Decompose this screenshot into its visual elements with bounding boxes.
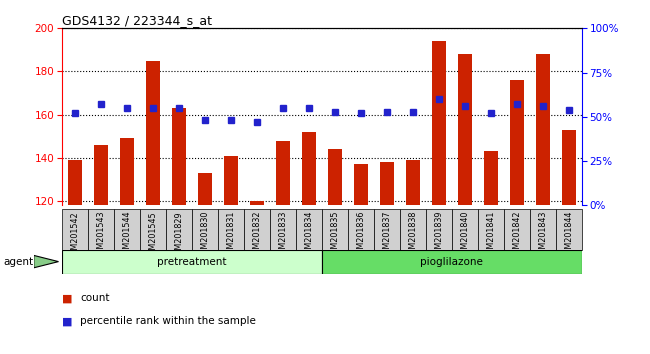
Bar — [94, 145, 108, 205]
Text: GSM201544: GSM201544 — [122, 211, 131, 259]
Bar — [114, 209, 140, 250]
Bar — [458, 54, 472, 205]
Bar — [536, 54, 550, 205]
Text: GSM201836: GSM201836 — [356, 211, 365, 259]
Text: GSM201542: GSM201542 — [70, 211, 79, 259]
Bar — [276, 141, 290, 205]
Polygon shape — [34, 256, 58, 268]
Bar — [270, 209, 296, 250]
Bar — [140, 209, 166, 250]
Bar — [530, 209, 556, 250]
Bar — [302, 132, 316, 205]
Bar — [250, 201, 264, 205]
Text: GSM201841: GSM201841 — [486, 211, 495, 259]
Text: GSM201843: GSM201843 — [538, 211, 547, 259]
Text: GSM201833: GSM201833 — [278, 211, 287, 259]
Bar — [218, 209, 244, 250]
Bar — [296, 209, 322, 250]
Bar — [354, 164, 368, 205]
Bar — [146, 61, 160, 205]
Bar — [198, 173, 212, 205]
Text: GSM201838: GSM201838 — [408, 211, 417, 259]
Bar — [432, 41, 446, 205]
Bar — [484, 152, 498, 205]
Text: GSM201830: GSM201830 — [200, 211, 209, 259]
Bar — [374, 209, 400, 250]
Text: GSM201829: GSM201829 — [174, 211, 183, 259]
Text: GSM201832: GSM201832 — [252, 211, 261, 259]
Bar — [452, 209, 478, 250]
Bar — [380, 162, 394, 205]
Text: ■: ■ — [62, 293, 72, 303]
Text: GSM201840: GSM201840 — [460, 211, 469, 259]
Text: ■: ■ — [62, 316, 72, 326]
Text: GSM201837: GSM201837 — [382, 211, 391, 259]
Bar — [62, 250, 322, 274]
Bar — [244, 209, 270, 250]
Text: count: count — [80, 293, 109, 303]
Text: GDS4132 / 223344_s_at: GDS4132 / 223344_s_at — [62, 14, 212, 27]
Text: GSM201839: GSM201839 — [434, 211, 443, 259]
Bar — [556, 209, 582, 250]
Text: agent: agent — [3, 257, 33, 267]
Text: GSM201844: GSM201844 — [564, 211, 573, 259]
Bar — [328, 149, 342, 205]
Bar — [562, 130, 576, 205]
Text: percentile rank within the sample: percentile rank within the sample — [80, 316, 256, 326]
Bar — [504, 209, 530, 250]
Bar — [192, 209, 218, 250]
Bar — [322, 250, 582, 274]
Text: pioglilazone: pioglilazone — [421, 257, 483, 267]
Bar — [68, 160, 82, 205]
Bar — [322, 209, 348, 250]
Bar — [172, 108, 186, 205]
Bar — [166, 209, 192, 250]
Text: GSM201543: GSM201543 — [96, 211, 105, 259]
Bar — [510, 80, 524, 205]
Text: pretreatment: pretreatment — [157, 257, 226, 267]
Bar — [120, 138, 134, 205]
Text: GSM201545: GSM201545 — [148, 211, 157, 259]
Bar — [62, 209, 88, 250]
Bar — [426, 209, 452, 250]
Bar — [478, 209, 504, 250]
Bar — [224, 156, 238, 205]
Bar — [88, 209, 114, 250]
Bar — [348, 209, 374, 250]
Text: GSM201835: GSM201835 — [330, 211, 339, 259]
Text: GSM201842: GSM201842 — [512, 211, 521, 259]
Bar — [406, 160, 420, 205]
Text: GSM201834: GSM201834 — [304, 211, 313, 259]
Text: GSM201831: GSM201831 — [226, 211, 235, 259]
Bar — [400, 209, 426, 250]
